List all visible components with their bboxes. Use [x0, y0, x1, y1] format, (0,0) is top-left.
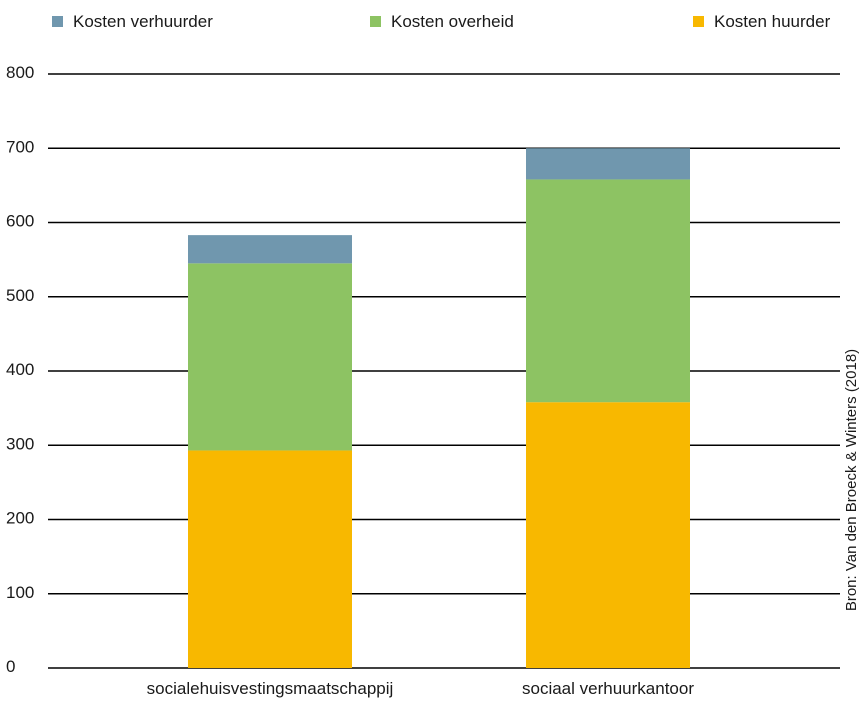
y-tick-label-800: 800: [6, 63, 34, 82]
y-tick-label-300: 300: [6, 434, 34, 453]
x-category-label: sociaal verhuurkantoor: [522, 679, 694, 698]
gridlines: [48, 73, 840, 669]
x-axis-category-labels: socialehuisvestingsmaatschappij sociaal v…: [147, 679, 695, 698]
legend-label-kosten-overheid: Kosten overheid: [391, 12, 514, 31]
bar-segment-kosten-verhuurder-0: [188, 235, 352, 264]
bar-segment-kosten-overheid-1: [526, 179, 690, 403]
bar-segment-kosten-huurder-1: [526, 402, 690, 668]
legend-label-kosten-verhuurder: Kosten verhuurder: [73, 12, 213, 31]
legend-swatch-kosten-verhuurder: [52, 16, 63, 27]
bars: [188, 148, 690, 668]
y-tick-label-400: 400: [6, 360, 34, 379]
legend-swatch-kosten-overheid: [370, 16, 381, 27]
source-note: Bron: Van den Broeck & Winters (2018): [843, 349, 860, 611]
y-tick-label-100: 100: [6, 583, 34, 602]
y-tick-label-0: 0: [6, 657, 15, 676]
y-tick-label-600: 600: [6, 212, 34, 231]
y-tick-label-700: 700: [6, 137, 34, 156]
y-axis-tick-labels: 0 100 200 300 400 500 600 700 800: [6, 63, 34, 676]
x-category-label: socialehuisvestingsmaatschappij: [147, 679, 394, 698]
legend-label-kosten-huurder: Kosten huurder: [714, 12, 831, 31]
y-tick-label-500: 500: [6, 286, 34, 305]
bar-segment-kosten-huurder-0: [188, 450, 352, 668]
bar-segment-kosten-overheid-0: [188, 263, 352, 451]
legend-swatch-kosten-huurder: [693, 16, 704, 27]
bar-segment-kosten-verhuurder-1: [526, 148, 690, 180]
y-tick-label-200: 200: [6, 509, 34, 528]
legend: Kosten verhuurder Kosten overheid Kosten h…: [52, 12, 831, 31]
